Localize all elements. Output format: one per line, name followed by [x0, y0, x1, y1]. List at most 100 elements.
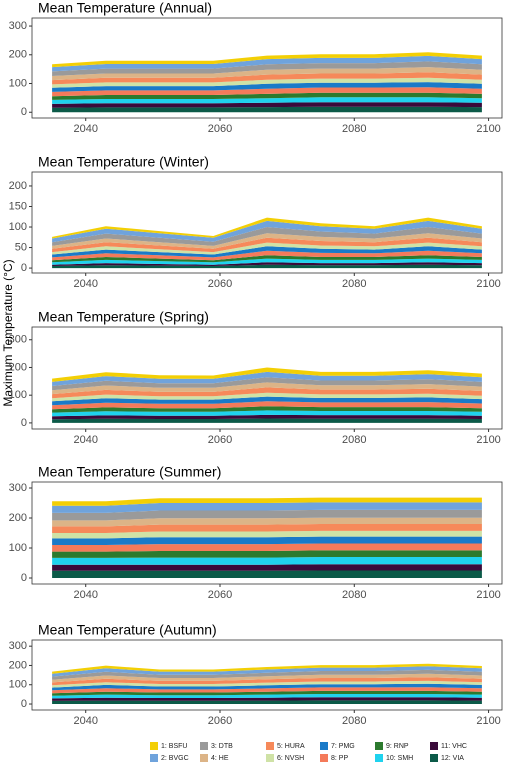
y-tick-label: 100 [9, 679, 27, 691]
y-tick-label: 100 [9, 389, 27, 401]
legend-label: 3: DTB [211, 743, 233, 750]
area: 7: PMG [52, 82, 482, 92]
legend-swatch [200, 742, 208, 750]
area: 6: NVSH [52, 242, 482, 255]
y-tick-label: 200 [9, 659, 27, 671]
area: 4: HE [52, 517, 482, 527]
area: 7: PMG [52, 536, 482, 545]
area: 11: VHC [52, 102, 482, 108]
area: 6: NVSH [52, 680, 482, 688]
y-tick-label: 0 [21, 698, 27, 710]
area: 8: PP [52, 250, 482, 261]
y-tick-label: 300 [9, 640, 27, 652]
legend-swatch [375, 742, 383, 750]
area: 1: BSFU [52, 52, 482, 68]
legend-label: 12: VIA [441, 755, 464, 762]
y-tick-label: 150 [9, 200, 27, 212]
legend-label: 7: PMG [331, 743, 355, 750]
x-tick-label: 2080 [342, 278, 366, 290]
plot-border [31, 17, 503, 119]
y-tick-label: 0 [21, 262, 27, 274]
area: 10: SMH [52, 694, 482, 699]
legend-swatch [430, 754, 438, 762]
x-tick-label: 2060 [208, 278, 232, 290]
panel-title: Mean Temperature (Winter) [38, 154, 209, 170]
y-tick-label: 300 [9, 482, 27, 494]
x-tick-label: 2060 [208, 589, 232, 601]
area: 8: PP [52, 687, 482, 694]
x-tick-label: 2080 [342, 123, 366, 135]
area: 11: VHC [52, 262, 482, 266]
area: 2: BVGC [52, 220, 482, 243]
y-tick-label: 100 [9, 77, 27, 89]
area: 12: VIA [52, 418, 482, 423]
legend-label: 6: NVSH [277, 755, 304, 762]
legend-label: 8: PP [331, 755, 348, 762]
area: 10: SMH [52, 557, 482, 565]
area: 8: PP [52, 401, 482, 410]
x-tick-label: 2040 [73, 715, 97, 727]
area: 12: VIA [52, 570, 482, 578]
area: 9: RNP [52, 550, 482, 558]
x-tick-label: 2060 [208, 434, 232, 446]
area: 2: BVGC [52, 666, 482, 677]
x-tick-label: 2040 [73, 434, 97, 446]
x-tick-label: 2060 [208, 123, 232, 135]
area: 6: NVSH [52, 392, 482, 402]
area: 4: HE [52, 673, 482, 683]
area: 9: RNP [52, 255, 482, 263]
plot-border [31, 171, 503, 274]
legend-label: 5: HURA [277, 743, 305, 750]
area: 12: VIA [52, 106, 482, 113]
area: 12: VIA [52, 264, 482, 269]
legend-label: 11: VHC [441, 743, 467, 750]
area: 3: DTB [52, 669, 482, 680]
area: 11: VHC [52, 697, 482, 701]
area: 10: SMH [52, 410, 482, 417]
area: 2: BVGC [52, 55, 482, 72]
area: 8: PP [52, 87, 482, 97]
legend-swatch [266, 754, 274, 762]
x-tick-label: 2060 [208, 715, 232, 727]
area: 11: VHC [52, 414, 482, 420]
y-tick-label: 0 [21, 106, 27, 118]
legend-swatch [200, 754, 208, 762]
plot-border [31, 326, 503, 430]
area: 4: HE [52, 233, 482, 249]
area: 1: BSFU [52, 217, 482, 239]
area: 5: HURA [52, 677, 482, 686]
x-tick-label: 2080 [342, 715, 366, 727]
area: 5: HURA [52, 524, 482, 533]
legend-swatch [150, 742, 158, 750]
panel-title: Mean Temperature (Autumn) [38, 622, 217, 638]
legend-label: 10: SMH [386, 755, 413, 762]
legend-label: 2: BVGC [161, 755, 189, 762]
area: 9: RNP [52, 92, 482, 100]
legend-label: 4: HE [211, 755, 229, 762]
legend-label: 1: BSFU [161, 743, 187, 750]
y-tick-label: 200 [9, 512, 27, 524]
area: 2: BVGC [52, 502, 482, 513]
area: 12: VIA [52, 700, 482, 704]
panel-title: Mean Temperature (Summer) [38, 464, 221, 480]
y-tick-label: 300 [9, 20, 27, 32]
legend-swatch [430, 742, 438, 750]
area: 1: BSFU [52, 497, 482, 506]
y-tick-label: 200 [9, 361, 27, 373]
area: 4: HE [52, 67, 482, 81]
y-tick-label: 300 [9, 334, 27, 346]
area: 5: HURA [52, 72, 482, 85]
area: 1: BSFU [52, 367, 482, 382]
y-tick-label: 200 [9, 180, 27, 192]
y-axis-label: Maximum Temperature (°C) [1, 259, 15, 406]
area: 9: RNP [52, 690, 482, 696]
panel-title: Mean Temperature (Spring) [38, 309, 209, 325]
panel-title: Mean Temperature (Annual) [38, 0, 212, 16]
legend-swatch [320, 742, 328, 750]
y-tick-label: 200 [9, 49, 27, 61]
area: 5: HURA [52, 387, 482, 399]
area: 3: DTB [52, 61, 482, 76]
legend-label: 9: RNP [386, 743, 409, 750]
area: 4: HE [52, 382, 482, 395]
